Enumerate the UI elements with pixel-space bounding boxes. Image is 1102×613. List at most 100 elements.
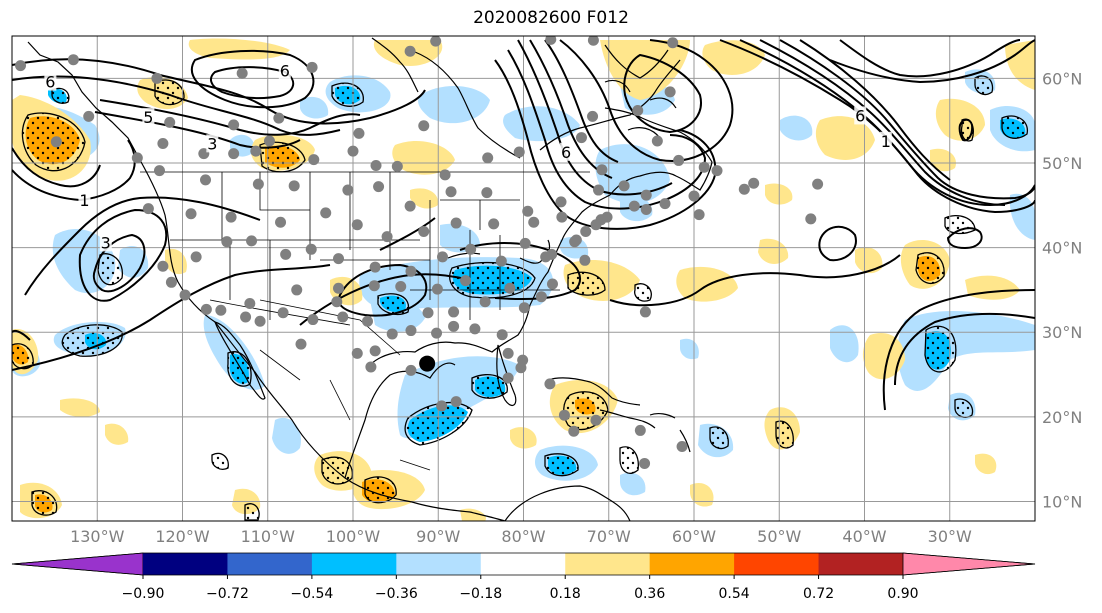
station-dot	[151, 72, 163, 84]
contour-label-bg	[879, 131, 892, 150]
station-dot	[404, 200, 416, 212]
colorbar-segment	[143, 553, 228, 575]
station-dot	[436, 400, 448, 412]
colorbar-labels: −0.90 −0.72 −0.54 −0.36 −0.18 0.18 0.36 0.54 0.7…	[122, 575, 919, 602]
lon-tick-label: 110°W	[241, 527, 296, 546]
longitude-labels: 130°W 120°W 110°W 100°W 90°W 80°W 70°W 60°W 50°W…	[70, 527, 972, 546]
storm-center-marker	[419, 355, 436, 372]
station-dot	[342, 184, 354, 196]
station-dot	[185, 208, 197, 220]
station-dot	[450, 217, 462, 229]
station-dot	[431, 327, 443, 339]
lon-tick-label: 60°W	[672, 527, 716, 546]
station-dot	[405, 364, 417, 376]
station-dot	[164, 116, 176, 128]
lat-tick-label: 60°N	[1042, 69, 1082, 88]
lon-tick-label: 90°W	[416, 527, 460, 546]
colorbar-tick-label: 0.54	[719, 586, 750, 602]
station-dot	[450, 396, 462, 408]
station-dot	[190, 251, 202, 263]
station-dot	[805, 213, 817, 225]
station-dot	[628, 200, 640, 212]
station-dot	[200, 303, 212, 315]
station-dot	[291, 284, 303, 296]
station-dot	[431, 283, 443, 295]
station-dot	[479, 296, 491, 308]
station-dot	[405, 325, 417, 337]
contour-label-bg	[142, 108, 155, 127]
lat-tick-label: 20°N	[1042, 408, 1082, 427]
station-dot	[50, 136, 62, 148]
station-dot	[488, 218, 500, 230]
contour-label-bg	[560, 142, 573, 161]
station-dot	[469, 323, 481, 335]
station-dot	[306, 61, 318, 73]
station-dot	[422, 307, 434, 319]
colorbar-segment	[227, 553, 313, 575]
station-dot	[570, 234, 582, 246]
lon-tick-label: 130°W	[70, 527, 125, 546]
contour-label-bg	[44, 72, 57, 91]
station-dot	[405, 265, 417, 277]
station-dot	[369, 261, 381, 273]
colorbar-tick-label: −0.18	[459, 586, 502, 602]
colorbar-tick-label: −0.90	[122, 586, 165, 602]
station-dot	[556, 211, 568, 223]
station-dot	[157, 260, 169, 272]
colorbar-tick-label: 0.72	[803, 586, 834, 602]
station-dot	[404, 45, 416, 57]
colorbar-segment	[396, 553, 482, 575]
station-dot	[519, 237, 531, 249]
station-dot	[812, 178, 824, 190]
station-dot	[142, 203, 154, 215]
station-markers	[15, 36, 824, 469]
station-dot	[331, 296, 343, 308]
colorbar-tick-label: −0.36	[375, 586, 418, 602]
station-dot	[307, 314, 319, 326]
colorbar-segment	[734, 553, 820, 575]
lat-tick-label: 10°N	[1042, 493, 1082, 512]
station-dot	[288, 180, 300, 192]
station-dot	[254, 315, 266, 327]
lat-tick-label: 50°N	[1042, 154, 1082, 173]
station-dot	[595, 214, 607, 226]
lat-tick-label: 30°N	[1042, 323, 1082, 342]
station-dot	[368, 280, 380, 292]
station-dot	[179, 289, 191, 301]
contour-label: 6	[280, 62, 290, 81]
station-dot	[676, 441, 688, 453]
station-dot	[522, 205, 534, 217]
station-dot	[460, 275, 472, 287]
station-dot	[693, 209, 705, 221]
station-dot	[698, 161, 710, 173]
station-dot	[67, 54, 79, 66]
station-dot	[277, 307, 289, 319]
station-dot	[381, 231, 393, 243]
station-dot	[153, 165, 165, 177]
contour-label-bg	[206, 134, 219, 153]
contour-label-bg	[278, 61, 291, 80]
station-dot	[688, 190, 700, 202]
station-dot	[445, 186, 457, 198]
station-dot	[157, 137, 169, 149]
station-dot	[558, 409, 570, 421]
station-dot	[295, 338, 307, 350]
map-title: 2020082600 F012	[473, 8, 629, 28]
colorbar-tick-label: 0.90	[887, 586, 918, 602]
station-dot	[252, 178, 264, 190]
station-dot	[320, 207, 332, 219]
colorbar-tick-label: −0.54	[290, 586, 333, 602]
colorbar-tick-label: 0.18	[550, 586, 581, 602]
station-dot	[373, 181, 385, 193]
station-dot	[228, 148, 240, 160]
station-dot	[640, 204, 652, 216]
station-dot	[361, 315, 373, 327]
station-dot	[639, 306, 651, 318]
station-dot	[518, 302, 530, 314]
station-dot	[513, 146, 525, 158]
station-dot	[545, 36, 557, 45]
station-dot	[83, 110, 95, 122]
station-dot	[618, 180, 630, 192]
contour-label: 1	[881, 132, 891, 151]
station-dot	[353, 127, 365, 139]
